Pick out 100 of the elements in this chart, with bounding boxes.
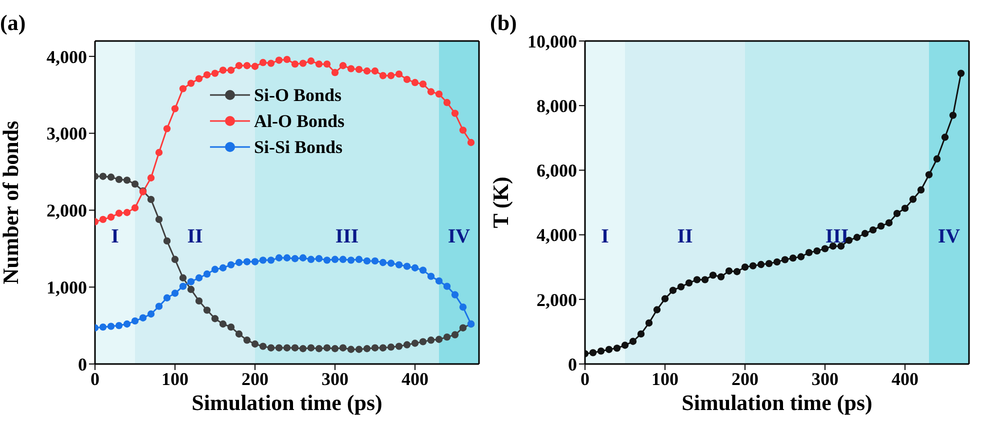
point <box>259 58 267 66</box>
point <box>171 256 179 264</box>
point <box>275 56 283 64</box>
chart-title: (b) <box>490 10 517 36</box>
point <box>725 267 733 275</box>
y-axis-title: Number of bonds <box>0 120 23 284</box>
point <box>299 254 307 262</box>
point <box>147 196 155 204</box>
point <box>709 272 717 279</box>
point <box>163 294 171 302</box>
point <box>179 274 187 282</box>
point <box>701 276 709 284</box>
band-label: II <box>677 226 693 248</box>
point <box>419 338 427 346</box>
point <box>435 336 443 343</box>
point <box>829 242 837 250</box>
x-axis-title: Simulation time (ps) <box>192 390 382 415</box>
point <box>211 266 219 274</box>
point <box>315 255 323 262</box>
point <box>363 257 371 265</box>
point <box>435 90 443 98</box>
point <box>251 340 259 348</box>
band-label: II <box>187 226 203 248</box>
point <box>179 85 187 92</box>
y-tick-label: 0 <box>568 354 577 374</box>
point <box>893 210 901 218</box>
point <box>629 338 637 345</box>
point <box>757 260 765 268</box>
point <box>331 256 339 264</box>
y-tick-label: 2,000 <box>46 200 87 221</box>
point <box>251 62 259 70</box>
point <box>363 67 371 75</box>
x-tick-label: 100 <box>162 368 188 389</box>
point <box>339 256 347 264</box>
point <box>733 268 741 276</box>
point <box>403 341 411 348</box>
point <box>123 208 131 216</box>
point <box>163 125 171 132</box>
point <box>195 75 203 82</box>
point <box>741 264 749 271</box>
point <box>227 261 235 268</box>
point <box>235 62 243 70</box>
band-label: I <box>601 226 610 248</box>
point <box>195 274 203 282</box>
point <box>427 336 435 344</box>
point <box>419 266 427 274</box>
point <box>107 214 115 221</box>
band-label: III <box>335 226 359 248</box>
point <box>765 260 773 268</box>
point <box>427 88 435 96</box>
point <box>331 345 339 352</box>
point <box>427 272 435 280</box>
point <box>589 349 597 356</box>
point <box>243 258 251 266</box>
point <box>387 72 395 80</box>
point <box>123 176 131 184</box>
point <box>163 237 171 245</box>
point <box>187 80 195 87</box>
point <box>235 330 243 338</box>
point <box>379 72 387 80</box>
point <box>219 264 227 272</box>
point <box>355 256 363 264</box>
point <box>371 257 379 265</box>
point <box>837 242 845 250</box>
point <box>395 342 403 350</box>
legend-label: Al-O Bonds <box>254 110 345 133</box>
point <box>957 70 965 77</box>
point <box>355 346 363 353</box>
x-tick-label: 300 <box>322 368 348 389</box>
point <box>131 317 139 325</box>
point <box>307 344 315 352</box>
point <box>813 247 821 255</box>
legend-label: Si-Si Bonds <box>254 136 343 159</box>
y-tick-label: 4,000 <box>536 225 577 246</box>
point <box>877 222 885 230</box>
point <box>941 134 949 141</box>
point <box>155 302 163 310</box>
point <box>861 230 869 238</box>
point <box>243 62 251 70</box>
point <box>291 344 299 352</box>
point <box>203 71 211 78</box>
point <box>821 245 829 252</box>
point <box>259 256 267 264</box>
point <box>805 248 813 256</box>
point <box>283 254 291 262</box>
y-axis-title: T (K) <box>488 176 513 228</box>
point <box>195 297 203 305</box>
point <box>171 290 179 297</box>
point <box>339 62 347 70</box>
point <box>243 336 251 344</box>
band-label: III <box>825 226 849 248</box>
point <box>363 345 371 352</box>
point <box>901 204 909 212</box>
point <box>211 315 219 322</box>
point <box>933 155 941 162</box>
point <box>395 261 403 268</box>
x-tick-label: 200 <box>732 368 758 389</box>
point <box>853 234 861 241</box>
point <box>203 306 211 314</box>
point <box>869 226 877 234</box>
